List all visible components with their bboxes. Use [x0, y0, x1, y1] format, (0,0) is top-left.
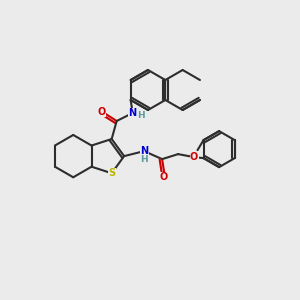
Text: O: O [98, 107, 106, 117]
Text: O: O [190, 152, 198, 162]
Text: S: S [108, 168, 115, 178]
Text: H: H [140, 154, 148, 164]
Text: N: N [140, 146, 148, 156]
Text: H: H [137, 112, 145, 121]
Text: N: N [129, 108, 137, 118]
Text: O: O [160, 172, 168, 182]
